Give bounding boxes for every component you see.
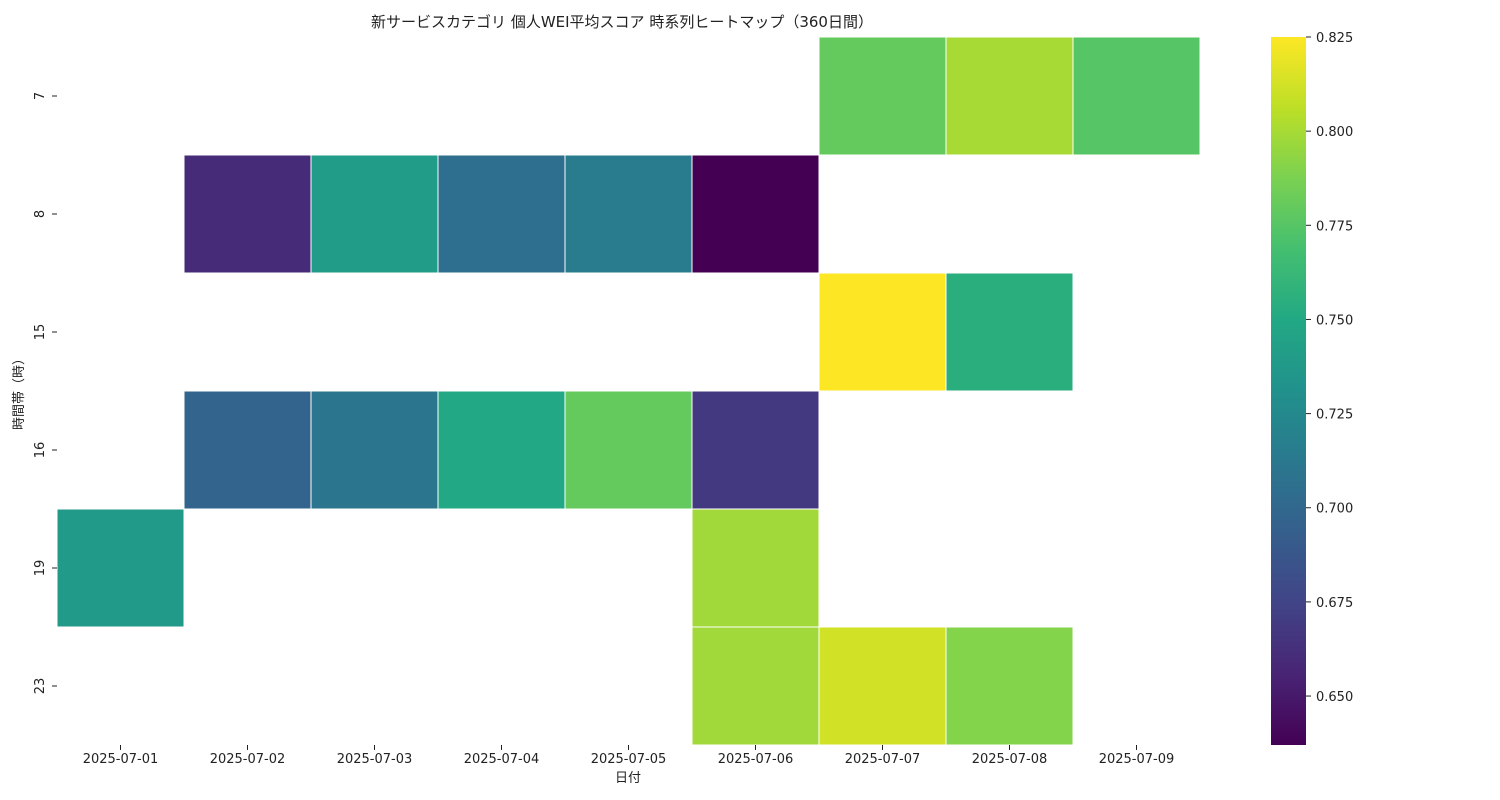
x-tick-label: 2025-07-09 [1099,752,1175,767]
heatmap-cell [310,154,439,274]
heatmap-cell [564,390,693,510]
chart-title: 新サービスカテゴリ 個人WEI平均スコア 時系列ヒートマップ（360日間） [371,13,873,31]
heatmap-cell [691,508,820,628]
heatmap-cell [818,36,947,156]
colorbar-tick-label: 0.775 [1316,219,1353,234]
y-tick-label: 7 [33,92,48,100]
x-tick-label: 2025-07-06 [718,752,794,767]
heatmap-cell [310,390,439,510]
y-tick-label: 8 [33,210,48,218]
heatmap-cell [945,626,1074,746]
heatmap-cell [183,154,312,274]
heatmap-cell [945,272,1074,392]
x-tick-label: 2025-07-02 [210,752,286,767]
heatmap-cell [691,390,820,510]
heatmap-cell [564,154,693,274]
y-axis-ticks: 7 8 15 16 19 23 [33,92,57,694]
heatmap-cells [56,36,1201,746]
x-tick-label: 2025-07-05 [591,752,667,767]
colorbar-tick-label: 0.800 [1316,125,1353,140]
x-axis-label: 日付 [615,771,641,786]
heatmap-cell [818,626,947,746]
colorbar-tick-label: 0.750 [1316,313,1353,328]
y-tick-label: 15 [33,324,48,341]
colorbar-tick-label: 0.825 [1316,31,1353,46]
colorbar [1271,37,1306,745]
colorbar-tick-label: 0.650 [1316,690,1353,705]
heatmap-cell [818,272,947,392]
heatmap-cell [691,626,820,746]
colorbar-tick-label: 0.675 [1316,596,1353,611]
x-tick-label: 2025-07-08 [972,752,1048,767]
x-tick-label: 2025-07-04 [464,752,540,767]
heatmap-cell [691,154,820,274]
heatmap-cell [945,36,1074,156]
x-tick-label: 2025-07-07 [845,752,921,767]
y-tick-label: 16 [33,442,48,459]
colorbar-tick-label: 0.725 [1316,408,1353,423]
colorbar-tick-label: 0.700 [1316,502,1353,517]
x-axis-ticks: 2025-07-01 2025-07-02 2025-07-03 2025-07-04… [83,745,1175,767]
heatmap-cell [56,508,185,628]
x-tick-label: 2025-07-01 [83,752,159,767]
heatmap-cell [1072,36,1201,156]
heatmap-cell [183,390,312,510]
heatmap-cell [437,154,566,274]
colorbar-ticks: 0.650 0.675 0.700 0.725 0.750 0.775 0.800 0.825 [1306,31,1353,705]
y-tick-label: 23 [33,678,48,695]
y-axis-label: 時間帯（時） [12,352,27,430]
x-tick-label: 2025-07-03 [337,752,413,767]
y-tick-label: 19 [33,560,48,577]
heatmap-cell [437,390,566,510]
